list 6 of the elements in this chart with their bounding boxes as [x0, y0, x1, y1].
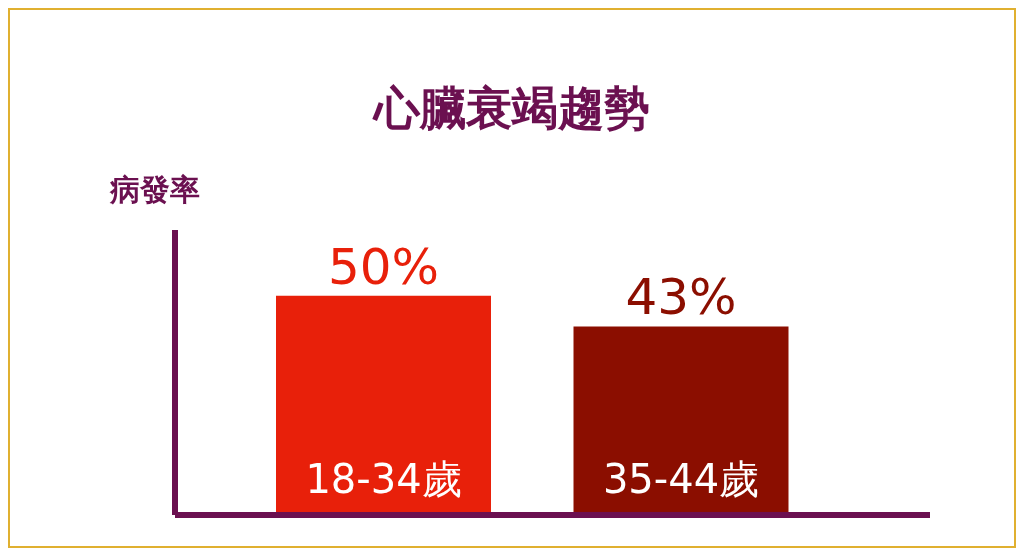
data-label: 50%	[327, 237, 440, 296]
x-tick-label: 35-44歲	[602, 456, 760, 502]
chart-title: 心臟衰竭趨勢	[371, 80, 651, 137]
x-tick-label: 18-34歲	[305, 456, 462, 502]
y-axis-title: 病發率	[110, 171, 200, 209]
data-label: 43%	[625, 268, 737, 327]
